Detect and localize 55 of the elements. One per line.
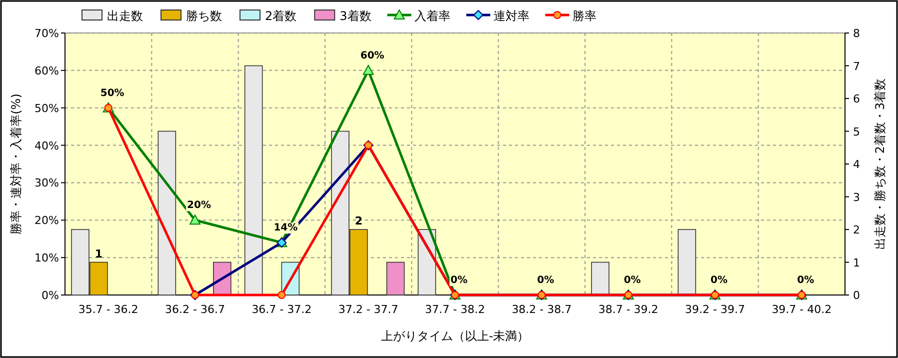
bar (591, 262, 610, 296)
y-tick-label: 40% (34, 139, 59, 152)
y-axis-title: 勝率・連対率・入着率(%) (9, 94, 23, 234)
y-tick-label: 10% (34, 252, 59, 265)
y-tick-label: 20% (34, 214, 59, 228)
y2-tick-label: 5 (853, 125, 860, 138)
x-tick-label: 36.2 - 36.7 (165, 303, 225, 316)
y2-tick-label: 7 (853, 60, 860, 73)
x-tick-label: 36.7 - 37.2 (252, 303, 312, 316)
data-label: 0% (624, 275, 641, 286)
y2-tick-label: 3 (853, 190, 860, 204)
data-label: 0% (797, 275, 814, 286)
y-tick-label: 70% (34, 27, 59, 40)
x-tick-label: 39.7 - 40.2 (772, 303, 832, 316)
y-tick-label: 60% (34, 64, 59, 78)
data-label: 20% (187, 200, 211, 212)
point (278, 291, 286, 299)
legend-label: 勝率 (572, 9, 596, 23)
x-tick-label: 37.7 - 38.2 (425, 303, 485, 316)
data-label: 0% (537, 275, 554, 286)
y2-tick-label: 2 (853, 224, 860, 236)
legend-label: 2着数 (265, 9, 297, 23)
data-label: 14% (274, 222, 298, 234)
data-label: 50% (100, 88, 124, 99)
data-label: 0% (450, 275, 468, 286)
x-axis-title: 上がりタイム（以上-未満） (380, 329, 530, 343)
y2-axis-title: 出走数・勝ち数・2着数・3着数 (873, 78, 887, 250)
x-tick-label: 38.2 - 38.7 (512, 303, 572, 316)
bar (158, 130, 176, 296)
legend-label: 出走数 (107, 9, 143, 23)
y-tick-label: 0% (42, 289, 59, 302)
legend-label: 入着率 (414, 9, 450, 23)
y-tick-label: 50% (34, 102, 59, 115)
x-tick-label: 38.7 - 39.2 (598, 303, 658, 316)
y2-tick-label: 6 (853, 92, 860, 106)
point (190, 214, 200, 225)
y2-tick-label: 8 (853, 27, 860, 40)
legend-label: 勝ち数 (186, 9, 222, 23)
bar (386, 262, 405, 296)
data-label: 0% (710, 275, 728, 286)
bar (678, 229, 696, 296)
bar (244, 65, 263, 296)
data-label: 2 (354, 214, 362, 228)
y2-tick-label: 4 (853, 158, 860, 171)
x-tick-label: 37.2 - 37.7 (338, 303, 398, 316)
legend-label: 連対率 (493, 9, 530, 23)
x-tick-label: 35.7 - 36.2 (78, 303, 138, 316)
legend-label: 3着数 (340, 9, 372, 23)
y2-tick-label: 1 (853, 256, 860, 270)
y-tick-label: 30% (34, 176, 59, 190)
data-label: 60% (360, 50, 384, 62)
x-tick-label: 39.2 - 39.7 (685, 303, 745, 316)
point (362, 64, 374, 75)
y2-tick-label: 0 (853, 289, 860, 302)
data-label: 1 (94, 247, 102, 260)
